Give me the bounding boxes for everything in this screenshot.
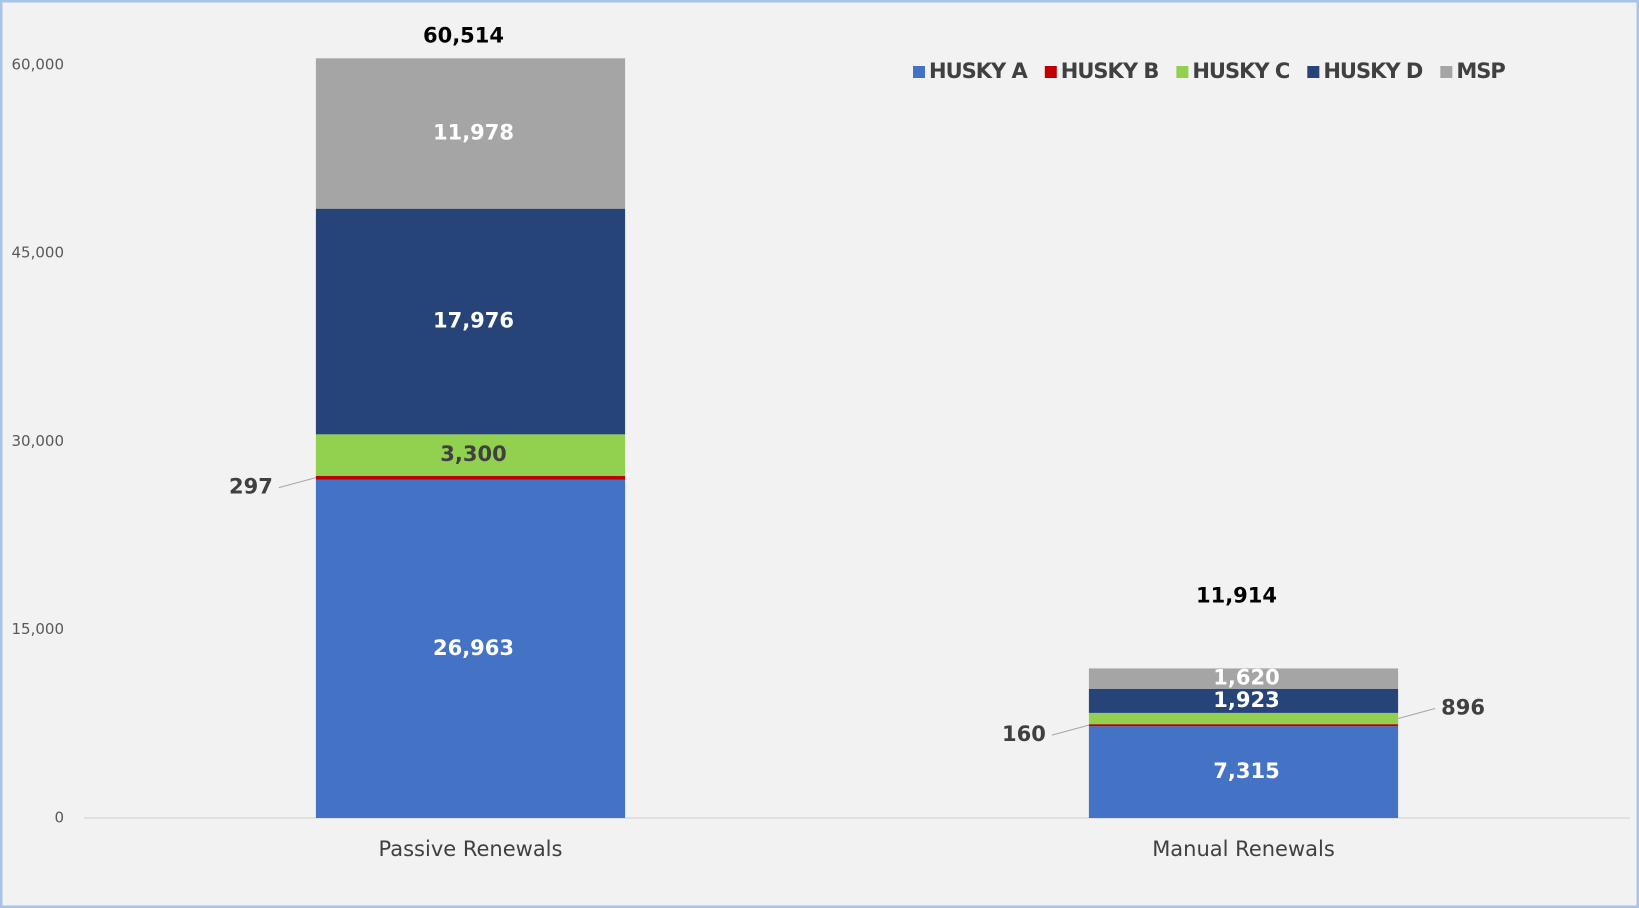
y-tick-label: 30,000 [12, 432, 65, 450]
data-label: 160 [1002, 722, 1046, 746]
legend-swatch [1307, 66, 1320, 78]
legend-label: HUSKY A [929, 59, 1029, 83]
x-tick-label: Passive Renewals [379, 837, 563, 861]
data-label: 11,978 [433, 121, 514, 145]
legend-swatch [1176, 66, 1189, 78]
bar-segment [315, 479, 626, 818]
legend-label: MSP [1456, 59, 1505, 83]
bar-segment [1088, 726, 1399, 818]
bar-segment [315, 475, 626, 480]
y-tick-label: 45,000 [12, 244, 65, 262]
total-label: 60,514 [423, 23, 504, 47]
legend-label: HUSKY C [1192, 59, 1290, 83]
leader-line [1397, 708, 1436, 720]
x-tick-label: Manual Renewals [1152, 837, 1335, 861]
y-tick-label: 0 [54, 809, 64, 827]
legend-label: HUSKY B [1061, 59, 1159, 83]
legend-swatch [913, 66, 925, 78]
y-tick-label: 15,000 [12, 620, 65, 638]
total-label: 11,914 [1196, 583, 1277, 607]
bar-segment [315, 434, 626, 476]
data-label: 26,963 [433, 636, 514, 660]
bar-segment [315, 58, 626, 209]
data-label: 1,923 [1213, 688, 1279, 712]
bar-segment [1088, 668, 1399, 689]
data-label: 3,300 [440, 442, 506, 466]
data-label: 896 [1441, 696, 1485, 720]
legend-label: HUSKY D [1323, 59, 1423, 83]
bar-segment [1088, 712, 1399, 725]
y-tick-label: 60,000 [12, 55, 65, 73]
bar-segment [315, 208, 626, 435]
leader-line [1051, 724, 1090, 736]
legend-swatch [1440, 66, 1453, 78]
legend-swatch [1044, 66, 1057, 78]
data-label: 17,976 [433, 309, 514, 333]
bar-segment [1088, 688, 1399, 713]
leader-line [278, 477, 317, 489]
data-label: 7,315 [1213, 759, 1279, 783]
data-label: 1,620 [1213, 666, 1279, 690]
bar-segment [1088, 724, 1399, 727]
data-label: 297 [229, 475, 273, 499]
